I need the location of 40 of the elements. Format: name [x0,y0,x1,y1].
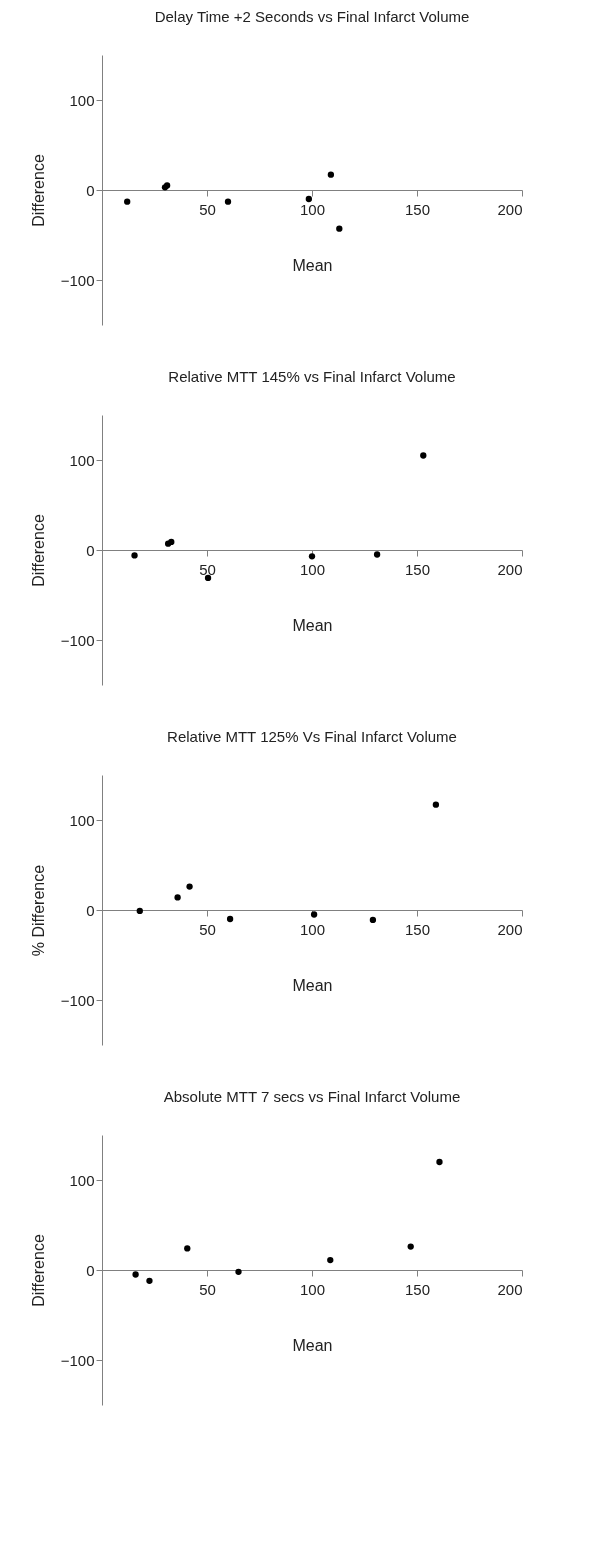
y-tick-label: −100 [60,631,95,649]
x-tick-label: 150 [404,200,431,218]
x-axis-title: Mean [292,256,333,274]
x-tick-label: 200 [497,560,523,578]
x-tick-label: 50 [199,1280,216,1298]
y-axis-title: % Difference [29,864,47,957]
y-tick-label: 100 [69,451,95,469]
x-tick-label: 100 [299,200,326,218]
y-axis-title: Difference [29,154,47,227]
x-tick-label: 150 [404,1280,431,1298]
x-tick-label: 100 [299,560,326,578]
y-tick-label: 100 [69,811,95,829]
y-tick-label: 100 [69,91,95,109]
x-tick-label: 200 [497,1280,523,1298]
x-tick-label: 200 [497,200,523,218]
x-tick-label: 200 [497,920,523,938]
y-tick-label: 0 [86,181,95,199]
chart-title: Delay Time +2 Seconds vs Final Infarct Volume [154,8,470,25]
y-axis-title: Difference [29,1234,47,1307]
y-axis-title: Difference [29,514,47,587]
y-tick-label: 0 [86,1261,95,1279]
y-tick-label: 0 [86,901,95,919]
y-tick-label: 0 [86,541,95,559]
x-axis-title: Mean [292,976,333,994]
x-tick-label: 50 [199,200,216,218]
x-axis-title: Mean [292,616,333,634]
x-tick-label: 50 [199,560,216,578]
x-tick-label: 150 [404,560,431,578]
chart-title: Absolute MTT 7 secs vs Final Infarct Volume [163,1088,461,1105]
x-axis-title: Mean [292,1336,333,1354]
x-tick-label: 50 [199,920,216,938]
y-tick-label: −100 [60,271,95,289]
y-tick-label: 100 [69,1171,95,1189]
x-tick-label: 150 [404,920,431,938]
chart-title: Relative MTT 125% Vs Final Infarct Volume [167,728,457,745]
y-tick-label: −100 [60,1351,95,1369]
x-tick-label: 100 [299,1280,326,1298]
x-tick-label: 100 [299,920,326,938]
chart-title: Relative MTT 145% vs Final Infarct Volume [168,368,456,385]
y-tick-label: −100 [60,991,95,1009]
